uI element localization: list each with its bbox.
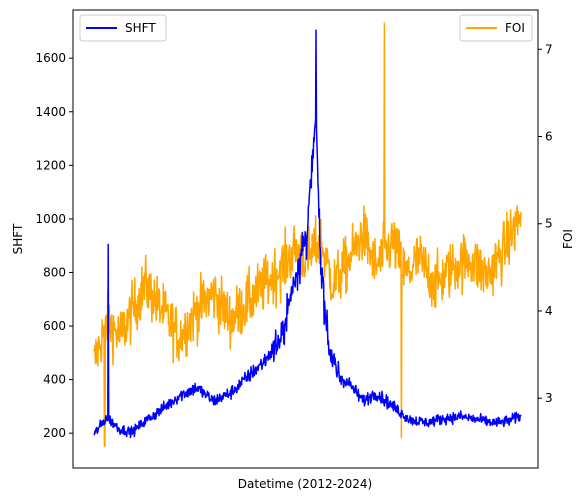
y-left-tick-label: 400	[43, 373, 66, 387]
y-left-tick-label: 600	[43, 319, 66, 333]
legend-shft-box	[79, 14, 167, 42]
plot-frame	[72, 9, 539, 469]
x-axis-label: Datetime (2012-2024)	[238, 477, 372, 491]
series-layer	[93, 22, 522, 447]
series-line-shft	[93, 29, 522, 439]
y-right-tick-label: 5	[545, 217, 553, 231]
y-left-tick-label: 800	[43, 265, 66, 279]
y-left-tick-label: 1000	[35, 212, 66, 226]
legend-foi-label: FOI	[505, 21, 525, 35]
y-right-axis-label: FOI	[561, 229, 575, 249]
y-left-tick-label: 1400	[35, 105, 66, 119]
legend-shft: SHFT	[79, 14, 167, 42]
y-left-axis-label: SHFT	[11, 223, 25, 254]
y-right-tick-label: 3	[545, 391, 553, 405]
y-left-tick-label: 200	[43, 426, 66, 440]
legend-foi: FOI	[459, 14, 533, 42]
legend-shft-label: SHFT	[125, 21, 156, 35]
y-right-tick-label: 7	[545, 42, 553, 56]
y-right-tick-label: 4	[545, 304, 553, 318]
y-left-tick-label: 1600	[35, 51, 66, 65]
y-right-tick-label: 6	[545, 129, 553, 143]
y-left-tick-label: 1200	[35, 158, 66, 172]
left-axis-ticks: 200 400 600 800 1000 1200 1400 1600	[35, 51, 73, 440]
right-axis-ticks: 3 4 5 6 7	[538, 42, 553, 405]
